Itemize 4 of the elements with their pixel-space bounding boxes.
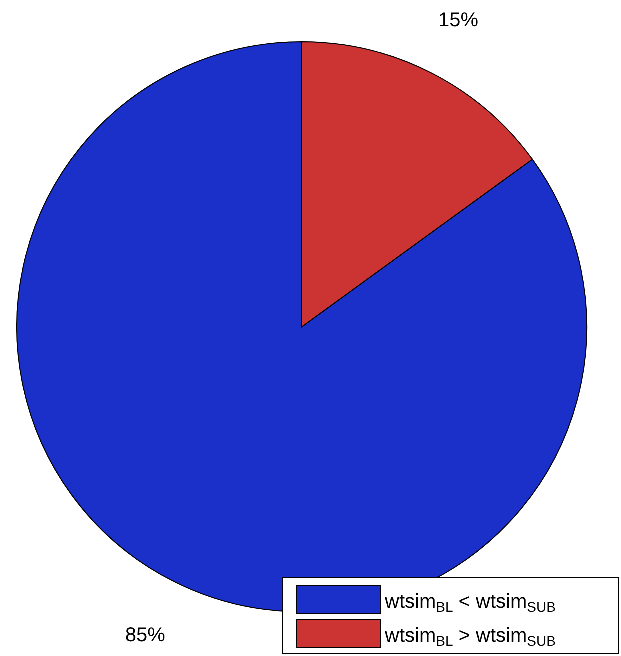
data-label: 15% xyxy=(438,10,479,32)
data-label: 85% xyxy=(125,624,166,646)
legend-label: wtsim$_{BL}$ > wtsim$_{SUB}$ xyxy=(384,625,556,650)
legend-label: wtsim$_{BL}$ < wtsim$_{SUB}$ xyxy=(384,591,556,616)
